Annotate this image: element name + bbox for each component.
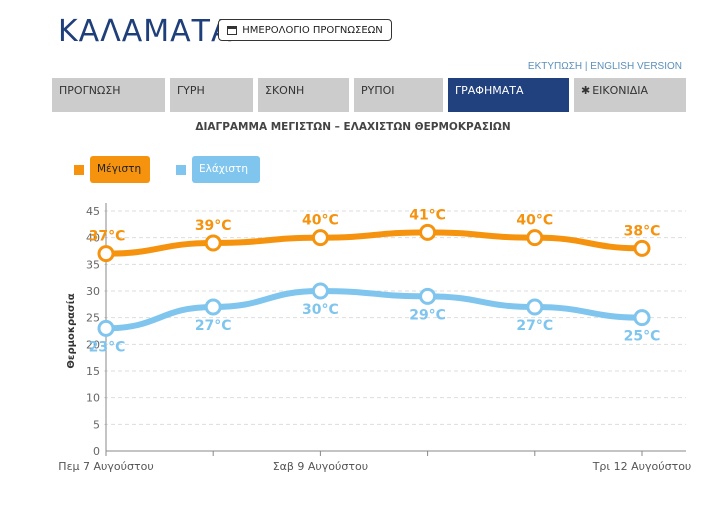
data-point-min bbox=[633, 309, 651, 327]
data-point-max bbox=[526, 229, 544, 247]
data-label-max: 40°C bbox=[516, 213, 553, 229]
tab-forecast[interactable]: ΠΡΟΓΝΩΣΗ bbox=[52, 78, 165, 112]
y-tick-label: 35 bbox=[86, 258, 100, 271]
legend-item-min[interactable]: Ελάχιστη bbox=[176, 156, 260, 183]
tab-dust[interactable]: ΣΚΟΝΗ bbox=[258, 78, 349, 112]
tab-icons[interactable]: ✱ ΕΙΚΟΝΙΔΙΑ bbox=[574, 78, 686, 112]
english-version-link[interactable]: ENGLISH VERSION bbox=[590, 61, 682, 72]
data-point-max bbox=[204, 234, 222, 252]
data-label-max: 37°C bbox=[89, 229, 126, 245]
forecast-calendar-button[interactable]: ΗΜΕΡΟΛΟΓΙΟ ΠΡΟΓΝΩΣΕΩΝ bbox=[218, 19, 392, 41]
header-links: ΕΚΤΥΠΩΣΗ | ENGLISH VERSION bbox=[528, 61, 682, 72]
forecast-calendar-label: ΗΜΕΡΟΛΟΓΙΟ ΠΡΟΓΝΩΣΕΩΝ bbox=[242, 24, 383, 36]
data-label-max: 40°C bbox=[302, 213, 339, 229]
y-tick-label: 0 bbox=[93, 445, 100, 458]
data-point-min bbox=[97, 319, 115, 337]
y-tick-label: 5 bbox=[93, 418, 100, 431]
legend-label-min: Ελάχιστη bbox=[192, 156, 260, 183]
data-label-max: 41°C bbox=[409, 207, 446, 223]
series-line-min bbox=[103, 287, 645, 332]
x-tick-label: Πεμ 7 Αυγούστου bbox=[58, 460, 153, 473]
legend-swatch-min bbox=[176, 164, 186, 175]
data-label-min: 29°C bbox=[409, 307, 446, 323]
print-link[interactable]: ΕΚΤΥΠΩΣΗ bbox=[527, 61, 583, 72]
y-tick-label: 45 bbox=[86, 205, 100, 218]
chart-title: ΔΙΑΓΡΑΜΜΑ ΜΕΓΙΣΤΩΝ – ΕΛΑΧΙΣΤΩΝ ΘΕΡΜΟΚΡΑΣ… bbox=[195, 121, 511, 133]
link-separator: | bbox=[584, 61, 588, 72]
data-label-min: 25°C bbox=[624, 329, 661, 345]
data-point-max bbox=[633, 239, 651, 257]
data-point-min bbox=[204, 298, 222, 316]
y-axis-title: Θερμοκρασία bbox=[65, 293, 77, 368]
y-tick-label: 20 bbox=[86, 338, 100, 351]
legend-swatch-max bbox=[74, 164, 84, 175]
data-label-min: 30°C bbox=[302, 302, 339, 318]
y-tick-label: 25 bbox=[86, 312, 100, 325]
y-tick-label: 10 bbox=[86, 392, 100, 405]
y-tick-label: 30 bbox=[86, 285, 100, 298]
tab-pollen[interactable]: ΓΥΡΗ bbox=[170, 78, 253, 112]
city-title: ΚΑΛΑΜΑΤΑ bbox=[58, 14, 233, 49]
data-point-max bbox=[419, 223, 437, 241]
tab-dust-label: ΣΚΟΝΗ bbox=[265, 84, 305, 97]
data-point-min bbox=[526, 298, 544, 316]
data-point-max bbox=[97, 245, 115, 263]
tab-pollutants[interactable]: ΡΥΠΟΙ bbox=[354, 78, 443, 112]
data-point-min bbox=[419, 287, 437, 305]
data-point-max bbox=[311, 229, 329, 247]
legend-item-max[interactable]: Μέγιστη bbox=[74, 156, 150, 183]
x-tick-label: Σαβ 9 Αυγούστου bbox=[273, 460, 368, 473]
calendar-icon bbox=[227, 25, 238, 35]
data-label-min: 23°C bbox=[89, 339, 126, 355]
tab-graphs[interactable]: ΓΡΑΦΗΜΑΤΑ bbox=[448, 78, 569, 112]
legend-label-max: Μέγιστη bbox=[90, 156, 150, 183]
y-tick-label: 40 bbox=[86, 232, 100, 245]
x-tick-label: Τρι 12 Αυγούστου bbox=[592, 460, 692, 473]
tab-pollen-label: ΓΥΡΗ bbox=[177, 84, 205, 97]
tab-forecast-label: ΠΡΟΓΝΩΣΗ bbox=[59, 84, 121, 97]
data-label-max: 38°C bbox=[624, 223, 661, 239]
tab-pollutants-label: ΡΥΠΟΙ bbox=[361, 84, 395, 97]
tab-graphs-label: ΓΡΑΦΗΜΑΤΑ bbox=[455, 84, 524, 97]
series-line-max bbox=[103, 229, 645, 257]
data-point-min bbox=[311, 282, 329, 300]
y-tick-label: 15 bbox=[86, 365, 100, 378]
data-label-max: 39°C bbox=[195, 218, 232, 234]
data-label-min: 27°C bbox=[195, 318, 232, 334]
data-label-min: 27°C bbox=[516, 318, 553, 334]
tab-icons-label: ΕΙΚΟΝΙΔΙΑ bbox=[592, 84, 649, 97]
gear-icon: ✱ bbox=[581, 84, 591, 97]
